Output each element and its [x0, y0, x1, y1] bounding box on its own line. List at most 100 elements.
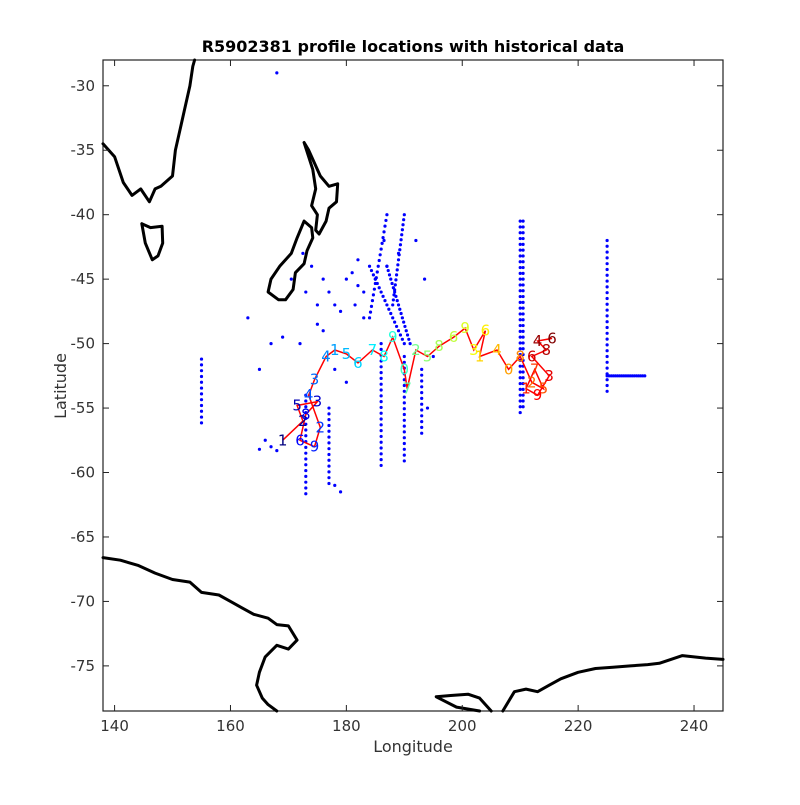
historical-point	[338, 309, 343, 313]
y-tick-label: -30	[71, 77, 96, 95]
historical-point	[379, 423, 383, 427]
profile-number-label: 3	[469, 341, 479, 359]
historical-point	[521, 405, 525, 409]
historical-point	[605, 291, 609, 295]
historical-point	[521, 381, 525, 386]
historical-point	[605, 244, 609, 248]
historical-point	[275, 71, 279, 75]
profile-number-label: 8	[301, 406, 311, 424]
historical-point	[521, 312, 525, 316]
historical-point	[403, 324, 407, 329]
historical-point	[518, 405, 522, 409]
historical-point	[309, 264, 314, 268]
historical-point	[379, 342, 383, 346]
historical-point	[315, 303, 319, 307]
profile-number-label: 3	[310, 371, 320, 389]
historical-point	[389, 311, 393, 316]
x-tick-label: 220	[564, 717, 593, 735]
historical-point	[407, 337, 411, 341]
plot-frame	[102, 59, 724, 712]
historical-point	[521, 399, 525, 403]
historical-point	[605, 360, 609, 364]
historical-point	[199, 374, 204, 379]
historical-point	[401, 223, 405, 227]
historical-point	[605, 325, 609, 330]
historical-point	[521, 242, 525, 246]
historical-point	[396, 263, 400, 267]
x-tick-label: 180	[332, 717, 361, 735]
historical-point	[394, 278, 398, 282]
historical-point	[518, 370, 522, 374]
historical-point	[275, 449, 279, 453]
historical-point	[521, 306, 525, 310]
profile-number-label: 6	[547, 329, 557, 347]
profile-number-label: 8	[541, 341, 551, 359]
historical-point	[518, 352, 522, 357]
historical-point	[381, 294, 385, 298]
historical-point	[521, 231, 525, 235]
historical-point	[521, 294, 525, 299]
profile-number-label: 4	[533, 332, 543, 350]
historical-point	[518, 335, 522, 339]
profile-number-label: 6	[449, 328, 459, 346]
historical-point	[304, 445, 308, 449]
profile-number-label: 9	[310, 438, 320, 456]
historical-point	[518, 277, 522, 281]
historical-point	[605, 349, 609, 353]
historical-point	[386, 268, 390, 273]
historical-point	[269, 342, 273, 346]
profile-number-label: 9	[388, 328, 398, 346]
profile-number-label: 4	[304, 386, 314, 404]
historical-point	[327, 476, 331, 480]
profile-number-label: 7	[402, 380, 412, 398]
historical-point	[304, 434, 308, 438]
historical-point	[393, 320, 397, 324]
historical-point	[521, 271, 525, 275]
historical-point	[521, 370, 525, 374]
historical-point	[643, 374, 647, 378]
historical-point	[402, 354, 406, 359]
historical-point	[298, 342, 302, 346]
profile-number-label: 8	[515, 347, 525, 365]
historical-point	[521, 347, 525, 351]
historical-point	[420, 385, 424, 389]
historical-point	[327, 441, 331, 445]
historical-point	[321, 329, 325, 333]
profile-number-label: 1	[278, 431, 288, 449]
historical-point	[327, 418, 331, 422]
historical-point	[333, 483, 337, 488]
historical-point	[420, 419, 424, 424]
historical-point	[400, 337, 404, 341]
profile-number-label: 8	[434, 337, 444, 355]
historical-point	[333, 367, 337, 371]
historical-point	[521, 289, 525, 293]
historical-point	[304, 457, 308, 461]
historical-point	[356, 283, 360, 288]
historical-point	[394, 273, 399, 277]
axis-ticks: 140 160 180 200 220 240-30-35-40-45-50-55-60-…	[71, 60, 723, 735]
historical-point	[605, 366, 609, 370]
map-title: R5902381 profile locations with historic…	[202, 37, 625, 56]
historical-point	[518, 323, 522, 328]
historical-point	[420, 373, 424, 377]
historical-point	[521, 265, 525, 270]
profile-number-label: 3	[544, 367, 554, 385]
historical-point	[420, 425, 424, 429]
historical-point	[368, 310, 373, 314]
coastline-antarctica-marie-byrd	[501, 654, 725, 713]
historical-point	[387, 307, 391, 311]
historical-point	[379, 359, 383, 363]
historical-point	[402, 424, 406, 428]
historical-point	[605, 285, 609, 289]
historical-point	[521, 329, 525, 333]
historical-point	[521, 352, 525, 357]
historical-point	[402, 436, 406, 440]
historical-point	[379, 434, 383, 439]
coastline-antarctica-ross-sea	[101, 556, 299, 713]
profile-number-label: 2	[411, 341, 421, 359]
historical-point	[518, 387, 522, 391]
historical-point	[379, 371, 383, 375]
historical-point	[391, 298, 395, 302]
historical-point	[379, 429, 383, 433]
